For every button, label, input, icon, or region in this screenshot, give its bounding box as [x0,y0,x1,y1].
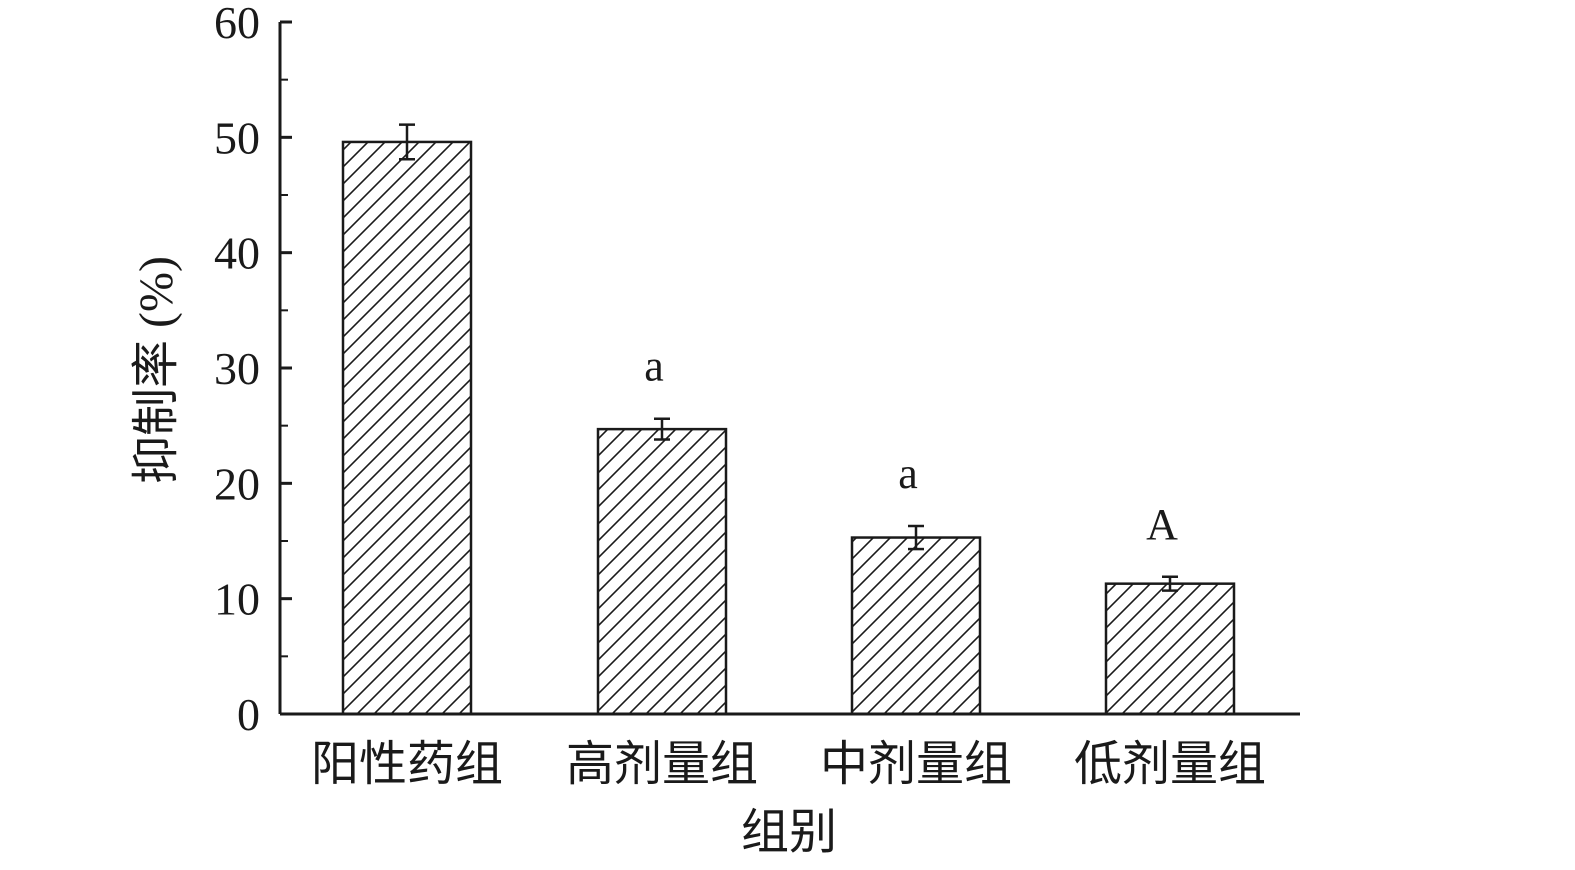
labels-layer: 阳性药组 高剂量组 a 中剂量组 a 低剂量组 A [311,342,1266,791]
significance-label: A [1146,500,1178,549]
x-category-label: 阳性药组 [311,738,503,791]
y-axis-title: 抑制率 (%) [130,256,183,484]
y-tick-label: 0 [237,689,260,740]
significance-label: a [644,342,664,391]
bar [850,536,982,716]
y-tick-label: 20 [214,458,260,509]
bar [596,427,728,716]
y-tick-label: 40 [214,228,260,279]
ticks-layer: 0 10 20 30 40 50 60 [214,0,292,740]
bar [1104,582,1236,716]
y-tick-label: 10 [214,574,260,625]
bars-layer [341,123,1236,716]
x-axis-title: 组别 [741,806,837,859]
x-category-label: 中剂量组 [820,738,1012,791]
bar [341,140,473,716]
y-tick-label: 50 [214,112,260,163]
y-tick-label: 60 [214,0,260,48]
y-tick-label: 30 [214,343,260,394]
x-category-label: 高剂量组 [566,738,758,791]
significance-label: a [898,449,918,498]
x-category-label: 低剂量组 [1074,738,1266,791]
